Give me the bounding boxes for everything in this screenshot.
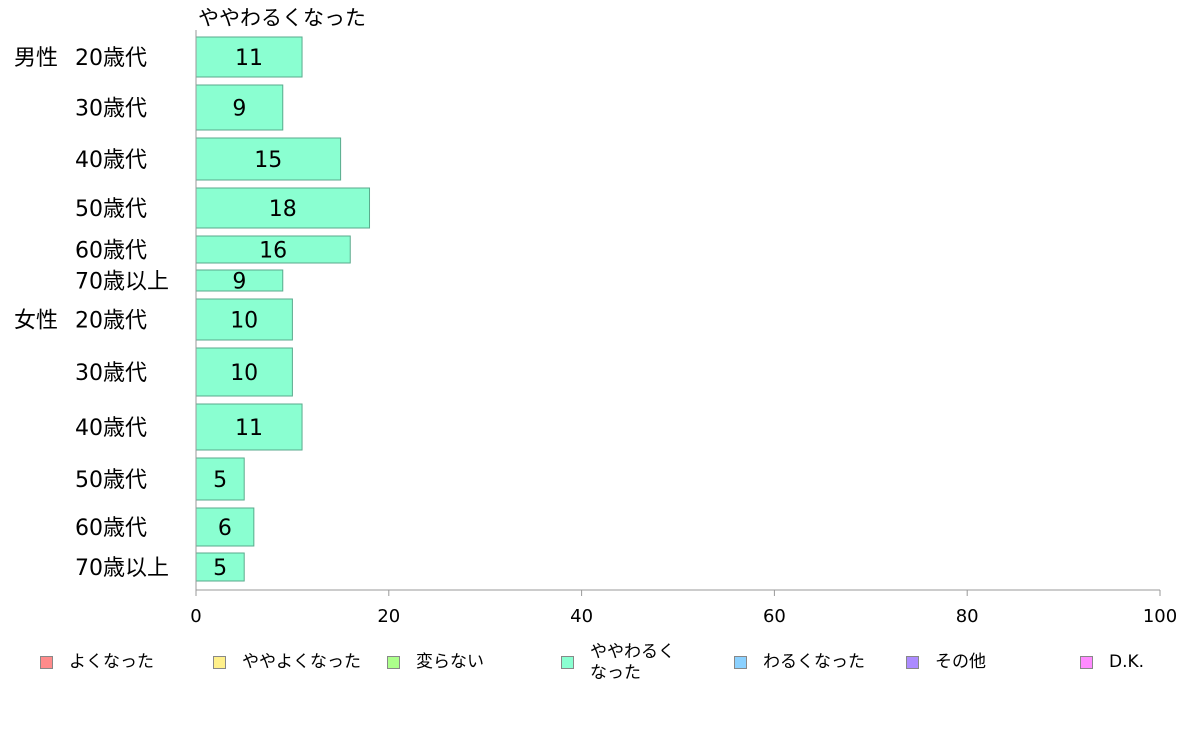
data-label: 9 (232, 97, 246, 122)
data-label: 10 (230, 309, 258, 334)
data-label: 9 (232, 270, 246, 295)
data-label: 6 (218, 516, 232, 541)
legend-label: D.K. (1109, 652, 1145, 672)
legend-item: わるくなった (734, 652, 865, 673)
chart-title: ややわるくなった (198, 6, 366, 30)
category-label: 60歳代 (75, 239, 147, 264)
legend-label: その他 (935, 652, 986, 672)
data-label: 11 (235, 46, 263, 71)
legend-item: その他 (906, 652, 986, 673)
legend-swatch (1080, 656, 1093, 669)
x-tick-label: 40 (570, 606, 593, 627)
legend-item: よくなった (40, 652, 154, 673)
legend-swatch (561, 656, 574, 669)
legend-label: よくなった (69, 652, 154, 672)
legend-swatch (387, 656, 400, 669)
bar (195, 235, 351, 264)
category-label: 30歳代 (75, 97, 147, 122)
category-label: 50歳代 (75, 197, 147, 222)
legend-item: ややよくなった (213, 652, 361, 673)
legend-label: わるくなった (763, 652, 865, 672)
bar-chart: ややわるくなった 男性 20歳代 11 30歳代 9 40歳代 15 50歳代 18 60歳代 16… (14, 6, 1177, 627)
category-label: 60歳代 (75, 516, 147, 541)
category-label: 50歳代 (75, 468, 147, 493)
category-label: 70歳以上 (75, 270, 169, 295)
data-label: 15 (254, 148, 282, 173)
data-label: 18 (269, 197, 297, 222)
data-label: 11 (235, 416, 263, 441)
bar (195, 187, 371, 229)
legend-swatch (213, 656, 226, 669)
legend-swatch (40, 656, 53, 669)
bar (195, 137, 342, 181)
legend-swatch (906, 656, 919, 669)
legend-item: 変らない (387, 652, 484, 673)
x-tick-label: 60 (763, 606, 786, 627)
bar (195, 84, 284, 131)
category-label: 30歳代 (75, 361, 147, 386)
x-tick-label: 20 (377, 606, 400, 627)
legend-item: ややわるく なった (561, 642, 675, 684)
data-label: 5 (213, 468, 227, 493)
bar (195, 347, 293, 397)
category-label: 70歳以上 (75, 556, 169, 581)
x-tick-label: 80 (956, 606, 979, 627)
data-label: 16 (259, 239, 287, 264)
legend-swatch (734, 656, 747, 669)
group-label: 男性 (14, 46, 58, 71)
group-label: 女性 (14, 309, 58, 334)
x-axis: 0 20 40 60 80 100 (190, 30, 1177, 627)
legend-label: ややよくなった (242, 652, 361, 672)
legend-item: D.K. (1080, 652, 1144, 673)
x-tick-label: 100 (1143, 606, 1177, 627)
category-label: 40歳代 (75, 416, 147, 441)
category-label: 20歳代 (75, 309, 147, 334)
legend-label: 変らない (416, 652, 484, 672)
legend: よくなった ややよくなった 変らない ややわるく なった わるくなった その他 D.K. (0, 640, 1188, 700)
x-tick-label: 0 (190, 606, 201, 627)
bar (195, 298, 293, 341)
data-label: 10 (230, 361, 258, 386)
data-label: 5 (213, 556, 227, 581)
legend-label: ややわるく なった (590, 642, 675, 683)
category-label: 20歳代 (75, 46, 147, 71)
bar (195, 36, 303, 78)
category-label: 40歳代 (75, 148, 147, 173)
